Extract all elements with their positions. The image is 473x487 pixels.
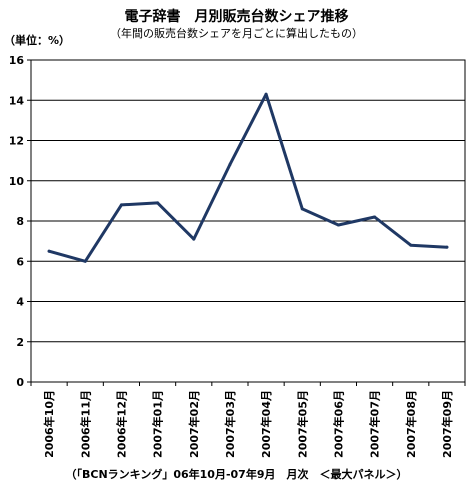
y-tick-label: 8	[16, 215, 24, 228]
x-tick-label: 2007年03月	[223, 390, 237, 458]
x-tick-label: 2007年09月	[440, 390, 454, 458]
series-line	[47, 92, 449, 263]
y-tick-label: 12	[9, 135, 24, 148]
data-point	[156, 201, 160, 205]
data-point	[228, 163, 232, 167]
data-source-note: （「BCNランキング」06年10月-07年9月 月次 ＜最大パネル＞）	[65, 468, 408, 481]
x-tick-label: 2006年11月	[78, 390, 92, 458]
data-point	[192, 237, 196, 241]
y-tick-label: 16	[9, 54, 25, 67]
y-axis-unit-label: （単位：%）	[4, 34, 71, 47]
y-tick-label: 4	[16, 296, 24, 309]
data-point	[409, 243, 413, 247]
x-tick-label: 2007年02月	[187, 390, 201, 458]
data-point	[300, 207, 304, 211]
chart-subtitle: （年間の販売台数シェアを月ごとに算出したもの）	[110, 27, 363, 40]
data-point	[445, 245, 449, 249]
data-point	[83, 259, 87, 263]
y-tick-label: 10	[9, 175, 25, 188]
x-tick-label: 2006年10月	[42, 390, 56, 458]
y-tick-label: 0	[16, 376, 24, 389]
x-tick-label: 2007年04月	[259, 390, 273, 458]
x-tick-label: 2007年07月	[368, 390, 382, 458]
y-tick-label: 6	[16, 255, 24, 268]
data-point	[119, 203, 123, 207]
data-point	[336, 223, 340, 227]
y-tick-label: 2	[16, 336, 24, 349]
data-point	[373, 215, 377, 219]
x-tick-label: 2007年05月	[295, 390, 309, 458]
y-tick-label: 14	[9, 94, 25, 107]
data-point	[47, 249, 51, 253]
data-point	[264, 92, 268, 96]
x-tick-label: 2006年12月	[114, 390, 128, 458]
x-tick-label: 2007年06月	[331, 390, 345, 458]
x-tick-label: 2007年01月	[151, 390, 165, 458]
x-tick-label: 2007年08月	[404, 390, 418, 458]
chart-title: 電子辞書 月別販売台数シェア推移	[124, 9, 349, 25]
